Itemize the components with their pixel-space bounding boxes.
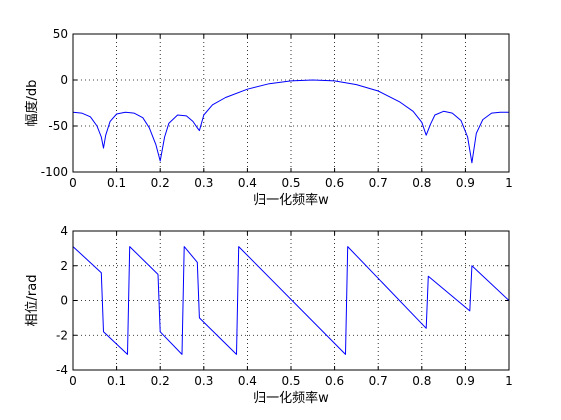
x-tick-label: 0.3 [194, 374, 213, 388]
x-tick-label: 0.7 [369, 374, 388, 388]
x-tick-label: 1 [505, 176, 513, 190]
y-tick-label: -50 [48, 119, 68, 133]
x-tick-label: 0 [69, 374, 77, 388]
phase-plot: 0 0.1 0.2 0.3 0.4 0.5 0.6 0.7 0.8 0.9 1 4 2 0 -2 -4 归一化频… [25, 224, 513, 406]
x-tick-label: 0.5 [281, 176, 300, 190]
y-tick-label: 50 [53, 27, 68, 41]
y-tick-label: 0 [60, 73, 68, 87]
x-tick-label: 0.9 [456, 176, 475, 190]
magnitude-plot: 0 0.1 0.2 0.3 0.4 0.5 0.6 0.7 0.8 0.9 1 50 0 -50 -100 归… [24, 27, 513, 208]
x-tick-label: 0 [69, 176, 77, 190]
y-axis-label: 相位/rad [25, 275, 40, 327]
y-tick-label: -4 [56, 363, 68, 377]
y-tick-label: 2 [60, 259, 68, 273]
y-axis-label: 幅度/db [24, 80, 40, 127]
x-tick-label: 0.9 [456, 374, 475, 388]
axes-frame [72, 33, 510, 173]
y-tick-label: -2 [56, 328, 68, 342]
x-tick-label: 0.4 [238, 374, 257, 388]
x-tick-label: 0.8 [412, 374, 431, 388]
x-tick-label: 0.3 [194, 176, 213, 190]
y-tick-label: -100 [41, 165, 68, 179]
axes-frame [72, 230, 510, 371]
x-tick-label: 0.2 [151, 374, 170, 388]
x-axis-label: 归一化频率w [253, 192, 329, 208]
x-tick-label: 0.6 [325, 176, 344, 190]
x-axis-label: 归一化频率w [253, 390, 329, 406]
x-tick-label: 1 [505, 374, 513, 388]
x-tick-label: 0.1 [107, 374, 126, 388]
series-line [72, 79, 509, 164]
x-tick-label: 0.1 [107, 176, 126, 190]
series-line [72, 246, 510, 355]
x-tick-label: 0.4 [238, 176, 257, 190]
x-tick-label: 0.8 [412, 176, 431, 190]
x-tick-label: 0.2 [151, 176, 170, 190]
x-tick-label: 0.6 [325, 374, 344, 388]
y-tick-label: 4 [60, 224, 68, 238]
x-tick-label: 0.7 [369, 176, 388, 190]
y-tick-label: 0 [60, 294, 68, 308]
x-tick-label: 0.5 [281, 374, 300, 388]
